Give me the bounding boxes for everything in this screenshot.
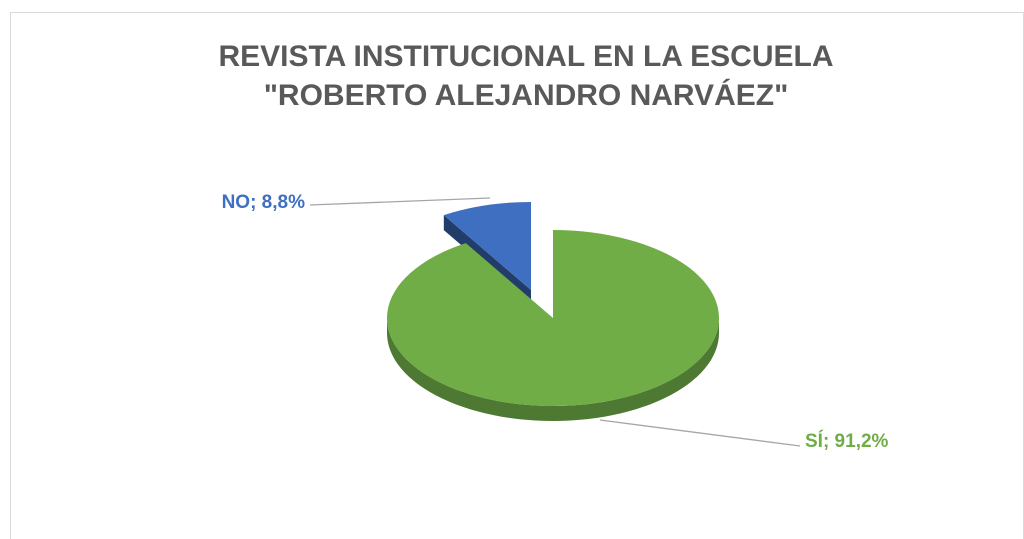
data-label: SÍ; 91,2% (805, 430, 889, 452)
data-label: NO; 8,8% (222, 192, 306, 213)
slice-side (387, 318, 719, 421)
chart-title: REVISTA INSTITUCIONAL EN LA ESCUELA (218, 40, 833, 73)
leader-line (599, 419, 801, 447)
chart-title: "ROBERTO ALEJANDRO NARVÁEZ" (264, 78, 789, 112)
leader-line (309, 197, 491, 206)
pie-slice (443, 202, 531, 290)
pie-slice (386, 230, 719, 407)
